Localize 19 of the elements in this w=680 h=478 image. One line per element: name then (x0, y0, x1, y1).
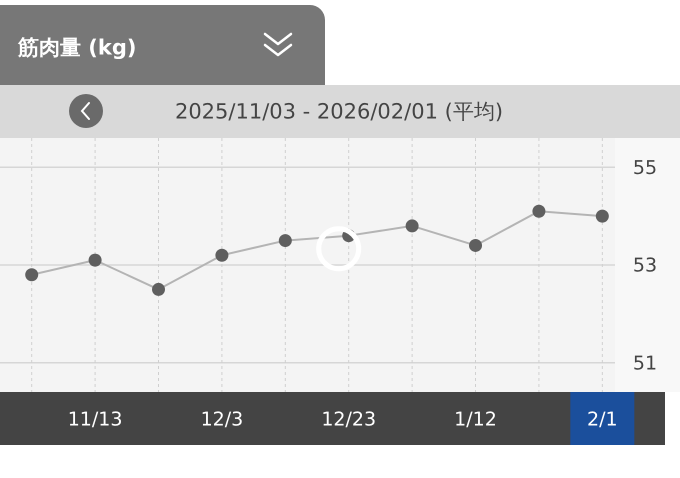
point (25, 268, 38, 282)
x-tick-label: 12/3 (200, 408, 244, 431)
point (152, 282, 166, 296)
chart-title: 筋肉量 (kg) (17, 35, 137, 60)
point (469, 238, 482, 252)
point (596, 210, 609, 223)
x-tick-label: 12/23 (321, 408, 376, 431)
chart-subtitle: 2025/11/03 - 2026/02/01 (平均) (174, 99, 504, 124)
y-tick-label: 55 (632, 156, 658, 179)
point (88, 254, 102, 267)
point (278, 234, 292, 248)
x-tick-label: 11/13 (68, 408, 122, 431)
y-tick-label: 53 (632, 254, 658, 277)
x-tick-label: 1/12 (454, 408, 497, 431)
x-tick-label: 2/1 (587, 408, 618, 431)
point (532, 204, 546, 218)
point (406, 219, 419, 232)
y-tick-label: 51 (632, 352, 658, 374)
point (215, 248, 228, 262)
